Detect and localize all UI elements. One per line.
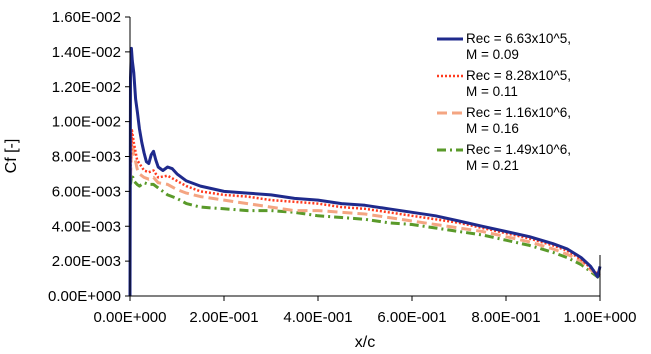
y-axis-title: Cf [-] [3,139,20,174]
y-tick-label: 1.00E-002 [52,114,121,131]
series-line-4 [129,172,601,280]
x-tick-label: 6.00E-001 [377,309,446,326]
x-axis-ticks: 0.00E+000 2.00E-001 4.00E-001 6.00E-001 8.00… [94,296,637,326]
legend-sublabel-1: M = 0.09 [466,47,519,62]
legend-sublabel-4: M = 0.21 [466,158,519,173]
legend-label-2: Rec = 8.28x10^5, [466,68,571,83]
y-axis-ticks: 0.00E+000 2.00E-003 4.00E-003 6.00E-003 8.00… [48,9,130,305]
x-tick-label: 8.00E-001 [471,309,540,326]
x-tick-label: 2.00E-001 [189,309,258,326]
y-tick-label: 6.00E-003 [52,183,121,200]
x-tick-label: 0.00E+000 [94,309,167,326]
y-tick-label: 1.40E-002 [52,44,121,61]
y-tick-label: 1.20E-002 [52,79,121,96]
legend-sublabel-3: M = 0.16 [466,121,519,136]
x-tick-label: 1.00E+000 [564,309,637,326]
legend-sublabel-2: M = 0.11 [466,84,518,99]
legend-label-1: Rec = 6.63x10^5, [466,31,571,46]
series-line-1 [128,46,602,297]
legend-label-3: Rec = 1.16x10^6, [466,105,571,120]
series-line-3 [129,137,601,279]
series-line-2 [129,129,601,277]
plot-area [128,46,602,297]
y-tick-label: 8.00E-003 [52,149,121,166]
y-tick-label: 2.00E-003 [52,253,121,270]
y-tick-label: 0.00E+000 [48,288,121,305]
legend-background [432,28,600,194]
legend: Rec = 6.63x10^5,M = 0.09 Rec = 8.28x10^5,… [432,28,600,194]
x-tick-label: 4.00E-001 [283,309,352,326]
legend-label-4: Rec = 1.49x10^6, [466,142,571,157]
y-tick-label: 4.00E-003 [52,218,121,235]
x-axis-title: x/c [355,334,375,351]
y-tick-label: 1.60E-002 [52,9,121,26]
